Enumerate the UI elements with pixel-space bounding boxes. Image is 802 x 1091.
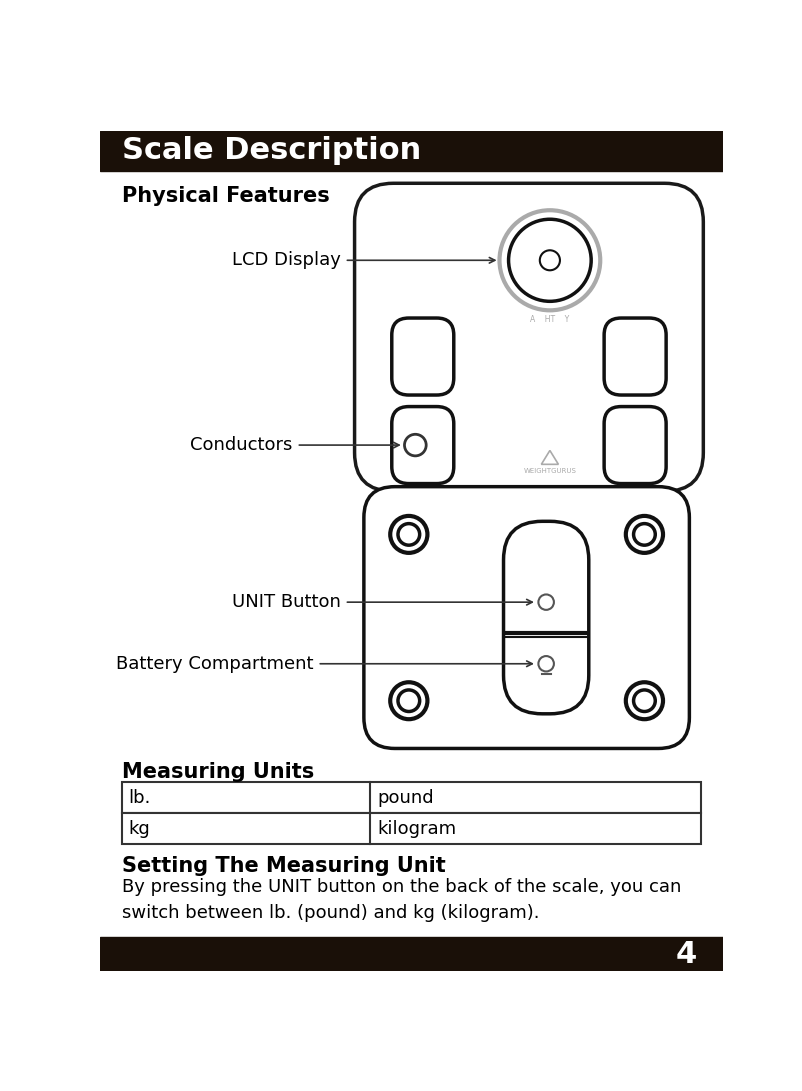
Circle shape xyxy=(625,516,662,553)
Text: Setting The Measuring Unit: Setting The Measuring Unit xyxy=(122,856,445,876)
Text: Conductors: Conductors xyxy=(190,436,292,454)
Text: Physical Features: Physical Features xyxy=(122,187,330,206)
Bar xyxy=(100,937,722,971)
Circle shape xyxy=(499,211,600,310)
FancyBboxPatch shape xyxy=(603,407,666,483)
Text: UNIT Button: UNIT Button xyxy=(232,594,340,611)
Bar xyxy=(122,782,700,813)
Text: 4: 4 xyxy=(675,939,696,969)
Circle shape xyxy=(539,250,559,271)
Circle shape xyxy=(390,682,427,719)
Circle shape xyxy=(404,434,426,456)
Circle shape xyxy=(390,516,427,553)
Polygon shape xyxy=(541,451,557,465)
FancyBboxPatch shape xyxy=(363,487,688,748)
Text: kg: kg xyxy=(128,819,150,838)
FancyBboxPatch shape xyxy=(391,319,453,395)
FancyBboxPatch shape xyxy=(354,183,703,491)
FancyBboxPatch shape xyxy=(391,407,453,483)
Bar xyxy=(122,813,700,844)
Circle shape xyxy=(537,595,553,610)
Text: Scale Description: Scale Description xyxy=(122,136,421,166)
FancyBboxPatch shape xyxy=(603,319,666,395)
Circle shape xyxy=(537,656,553,671)
Circle shape xyxy=(398,690,419,711)
Text: By pressing the UNIT button on the back of the scale, you can
switch between lb.: By pressing the UNIT button on the back … xyxy=(122,878,681,922)
FancyBboxPatch shape xyxy=(503,521,588,714)
Circle shape xyxy=(633,524,654,546)
Circle shape xyxy=(508,219,590,301)
Bar xyxy=(100,131,722,171)
Circle shape xyxy=(625,682,662,719)
Text: A    HT    Y: A HT Y xyxy=(529,315,569,324)
Text: pound: pound xyxy=(378,789,434,806)
Text: Battery Compartment: Battery Compartment xyxy=(115,655,313,673)
Text: kilogram: kilogram xyxy=(378,819,456,838)
Text: lb.: lb. xyxy=(128,789,151,806)
Text: Measuring Units: Measuring Units xyxy=(122,763,314,782)
Text: LCD Display: LCD Display xyxy=(232,251,340,269)
Circle shape xyxy=(633,690,654,711)
Text: WEIGHTGURUS: WEIGHTGURUS xyxy=(523,468,576,475)
Circle shape xyxy=(398,524,419,546)
